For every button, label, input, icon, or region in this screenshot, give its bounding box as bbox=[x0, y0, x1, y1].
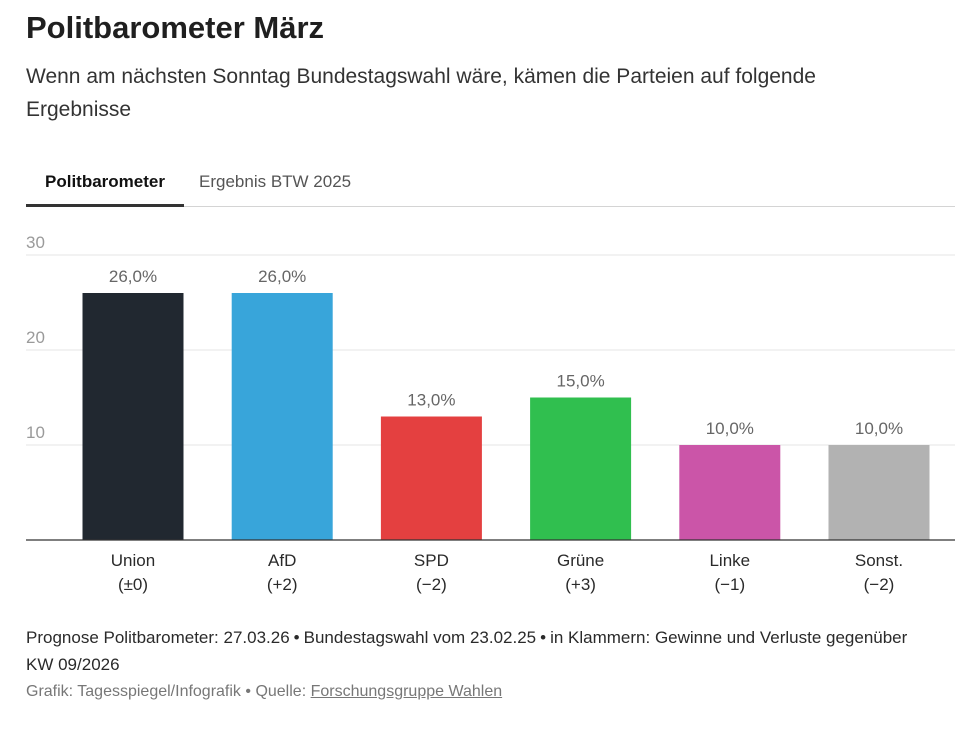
footnote-klammern: in Klammern: Gewinne und Verluste gegenü… bbox=[26, 628, 908, 674]
x-change-label: (−2) bbox=[416, 575, 447, 594]
data-label: 10,0% bbox=[706, 419, 754, 438]
y-tick-label: 10 bbox=[26, 423, 45, 442]
x-change-label: (±0) bbox=[118, 575, 148, 594]
x-change-label: (+3) bbox=[565, 575, 596, 594]
data-label: 15,0% bbox=[556, 372, 604, 391]
data-label: 13,0% bbox=[407, 391, 455, 410]
separator-dot: • bbox=[540, 628, 547, 647]
bar-spd bbox=[380, 416, 482, 540]
x-change-label: (−2) bbox=[864, 575, 895, 594]
data-label: 26,0% bbox=[109, 267, 157, 286]
bar-layer: 26,0% Union (±0) 26,0% AfD (+2) 13,0% SPD (−2) 15… bbox=[82, 267, 930, 594]
bar-afd bbox=[231, 293, 333, 540]
footnote-prognose: Prognose Politbarometer: 27.03.26 bbox=[26, 628, 290, 647]
x-change-label: (+2) bbox=[267, 575, 298, 594]
bar-sonst bbox=[828, 445, 930, 540]
y-tick-label: 20 bbox=[26, 328, 45, 347]
data-label: 26,0% bbox=[258, 267, 306, 286]
bar-grne bbox=[530, 397, 632, 540]
y-tick-label: 30 bbox=[26, 233, 45, 252]
bar-linke bbox=[679, 445, 781, 540]
chart-subtitle: Wenn am nächsten Sonntag Bundestagswahl … bbox=[26, 65, 816, 121]
bar-union bbox=[82, 293, 184, 540]
x-category-label: Union bbox=[111, 551, 155, 570]
footnote: Prognose Politbarometer: 27.03.26 • Bundes… bbox=[26, 624, 926, 678]
tab-ergebnis-btw-2025[interactable]: Ergebnis BTW 2025 bbox=[199, 172, 352, 191]
source-quelle-label: Quelle: bbox=[255, 683, 307, 700]
source-line: Grafik: Tagesspiegel/Infografik • Quelle… bbox=[26, 683, 502, 701]
x-category-label: AfD bbox=[268, 551, 296, 570]
separator-dot: • bbox=[240, 683, 256, 700]
source-link[interactable]: Forschungsgruppe Wahlen bbox=[310, 683, 503, 700]
x-category-label: SPD bbox=[414, 551, 449, 570]
x-category-label: Grüne bbox=[557, 551, 604, 570]
bar-chart: 10 20 30 26,0% Union (±0) 26,0% AfD (+2) 13,0% SP… bbox=[26, 233, 955, 594]
x-category-label: Linke bbox=[709, 551, 750, 570]
grid-layer: 10 20 30 bbox=[26, 233, 955, 446]
footnote-wahl: Bundestagswahl vom 23.02.25 bbox=[303, 628, 537, 647]
tab-bar: Politbarometer Ergebnis BTW 2025 bbox=[26, 162, 955, 207]
data-label: 10,0% bbox=[855, 419, 903, 438]
tab-politbarometer[interactable]: Politbarometer bbox=[26, 162, 184, 207]
source-grafik: Grafik: Tagesspiegel/Infografik bbox=[26, 683, 241, 700]
x-change-label: (−1) bbox=[714, 575, 745, 594]
chart-title: Politbarometer März bbox=[26, 10, 325, 45]
separator-dot: • bbox=[293, 628, 300, 647]
x-category-label: Sonst. bbox=[855, 551, 903, 570]
